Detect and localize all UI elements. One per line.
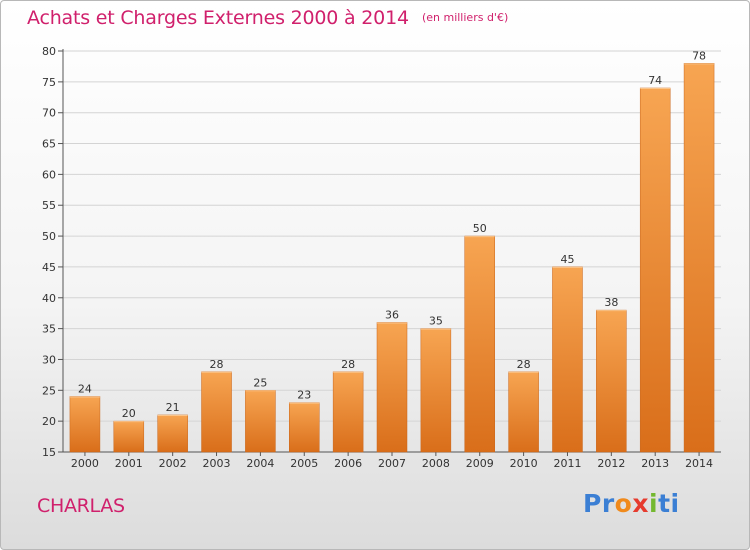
bar — [376, 322, 408, 453]
chart-title: Achats et Charges Externes 2000 à 2014 — [27, 7, 409, 29]
x-tick-label: 2001 — [115, 457, 143, 470]
bar — [69, 396, 101, 453]
bar-value-label: 36 — [385, 308, 399, 321]
y-tick-label: 65 — [42, 138, 56, 151]
y-tick-label: 55 — [42, 199, 56, 212]
x-tick-label: 2013 — [641, 457, 669, 470]
bar — [245, 390, 276, 453]
bar — [332, 371, 364, 453]
bars — [69, 63, 715, 453]
bar — [596, 309, 627, 453]
y-tick-label: 15 — [42, 446, 56, 459]
bar-value-label: 23 — [297, 389, 311, 402]
logo-part: i — [648, 489, 659, 518]
x-tick-label: 2007 — [378, 457, 406, 470]
bar — [201, 371, 232, 453]
bar-value-label: 78 — [692, 49, 706, 62]
x-tick-label: 2009 — [466, 457, 494, 470]
y-tick-label: 70 — [42, 107, 56, 120]
logo-part: x — [632, 489, 649, 518]
bar — [420, 328, 452, 453]
y-tick-label: 60 — [42, 168, 56, 181]
y-tick-label: 30 — [42, 353, 56, 366]
bar-value-label: 45 — [560, 253, 574, 266]
bar-value-label: 28 — [210, 358, 224, 371]
logo-part: o — [614, 489, 633, 518]
bar — [157, 414, 188, 453]
bar — [639, 87, 671, 453]
bar-value-label: 24 — [78, 382, 92, 395]
y-tick-label: 40 — [42, 292, 56, 305]
bar-value-label: 35 — [429, 315, 443, 328]
bar-value-label: 38 — [604, 296, 618, 309]
bar-value-label: 21 — [166, 401, 180, 414]
y-tick-label: 75 — [42, 76, 56, 89]
x-tick-label: 2008 — [422, 457, 450, 470]
proxiti-logo: Proxiti — [583, 489, 680, 518]
logo-part: Pr — [583, 489, 615, 518]
x-tick-label: 2011 — [553, 457, 581, 470]
chart-unit: (en milliers d'€) — [421, 11, 509, 24]
x-tick-label: 2000 — [71, 457, 99, 470]
chart-title-row: Achats et Charges Externes 2000 à 2014 (… — [27, 7, 508, 29]
bar-value-label: 20 — [122, 407, 136, 420]
bar-value-label: 28 — [341, 358, 355, 371]
bar-value-label: 25 — [253, 376, 267, 389]
bar — [683, 63, 715, 453]
bar — [289, 402, 320, 453]
y-tick-label: 20 — [42, 415, 56, 428]
bar — [552, 266, 583, 453]
x-tick-label: 2010 — [510, 457, 538, 470]
x-tick-label: 2002 — [159, 457, 187, 470]
logo-part: ti — [658, 489, 680, 518]
x-tick-label: 2006 — [334, 457, 362, 470]
bar-value-label: 28 — [517, 358, 531, 371]
x-tick-label: 2003 — [203, 457, 231, 470]
bar-value-label: 74 — [648, 74, 662, 87]
bar — [464, 235, 495, 453]
y-tick-label: 25 — [42, 384, 56, 397]
bar — [113, 420, 145, 453]
x-tick-label: 2005 — [290, 457, 318, 470]
labels: 15 20 25 30 35 40 45 50 55 60 65 70 75 80 24 2000 20 2001… — [42, 45, 713, 470]
x-tick-label: 2012 — [597, 457, 625, 470]
place-name: CHARLAS — [37, 495, 125, 517]
y-tick-label: 35 — [42, 323, 56, 336]
bar-value-label: 50 — [473, 222, 487, 235]
y-tick-label: 80 — [42, 45, 56, 58]
x-tick-label: 2014 — [685, 457, 713, 470]
y-tick-label: 45 — [42, 261, 56, 274]
bar — [508, 371, 539, 453]
y-tick-label: 50 — [42, 230, 56, 243]
x-tick-label: 2004 — [246, 457, 274, 470]
